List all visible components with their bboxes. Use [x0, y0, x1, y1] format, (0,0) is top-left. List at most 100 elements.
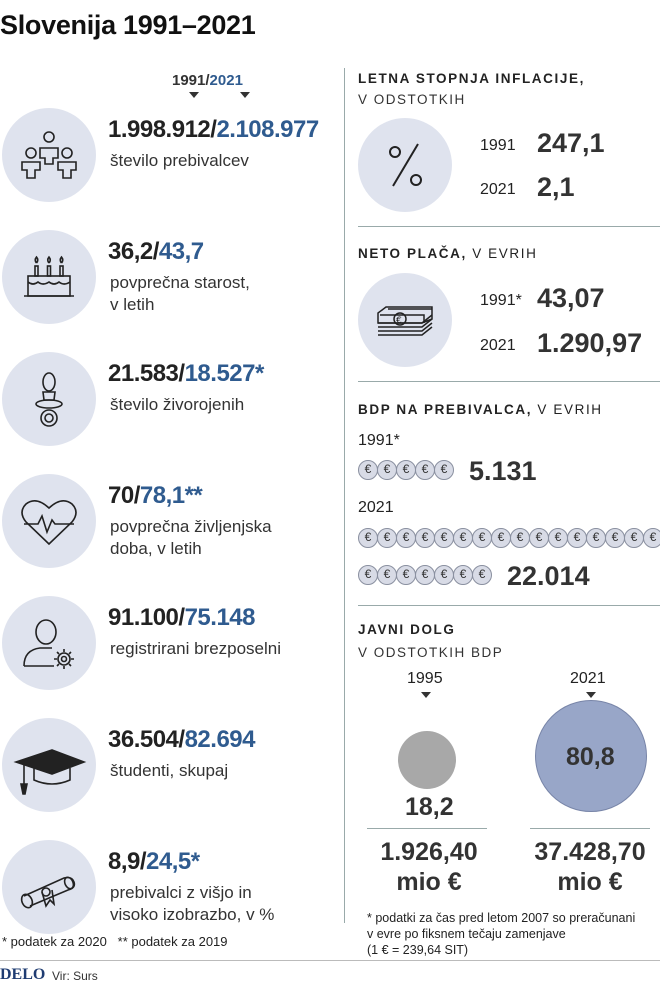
- debt-unit-1995: mio €: [396, 868, 462, 896]
- brand-logo: DELO: [0, 966, 46, 983]
- euro-coin-icon: €: [377, 565, 397, 585]
- stat-value: 36,2/43,7: [108, 238, 204, 266]
- salary-value-1: 43,07: [537, 283, 605, 313]
- heart-pulse-icon: [2, 474, 96, 568]
- debt-pct-1995: 18,2: [405, 793, 454, 821]
- gdp-coins-2021-row1: € € € € € € € € € € € € € € € €: [358, 528, 660, 548]
- stat-value: 36.504/82.694: [108, 726, 255, 754]
- euro-coin-icon: €: [434, 460, 454, 480]
- debt-year-1995: 1995: [407, 670, 443, 687]
- euro-coin-icon: €: [548, 528, 568, 548]
- euro-coin-icon: €: [377, 528, 397, 548]
- debt-note: * podatki za čas pred letom 2007 so prer…: [367, 911, 636, 957]
- euro-coin-icon: €: [529, 528, 549, 548]
- stat-value-2021: 78,1**: [139, 482, 203, 509]
- debt-circle-2021: [535, 700, 647, 812]
- gdp-coins-1991: € € € € €: [358, 460, 454, 480]
- stat-value-2021: 18.527*: [184, 360, 265, 387]
- debt-amount-1995: 1.926,40: [380, 838, 478, 866]
- section-divider-3: [358, 605, 660, 606]
- euro-coin-icon: €: [415, 528, 435, 548]
- gdp-year-2: 2021: [358, 499, 394, 516]
- euro-coin-icon: €: [415, 460, 435, 480]
- page-title: Slovenija 1991–2021: [0, 10, 256, 40]
- salary-title: NETO PLAČA, V EVRIH: [358, 246, 537, 261]
- salary-title-bold: NETO PLAČA,: [358, 246, 467, 261]
- gdp-title: BDP NA PREBIVALCA, V EVRIH: [358, 402, 603, 417]
- stat-label: študenti, skupaj: [110, 761, 229, 780]
- arrow-2021-icon: [240, 92, 250, 98]
- inflation-subtitle: V ODSTOTKIH: [358, 92, 466, 107]
- euro-coin-icon: €: [624, 528, 644, 548]
- stat-label: število prebivalcev: [110, 151, 249, 170]
- debt-amount-2021: 37.428,70: [534, 838, 646, 866]
- stat-label: prebivalci z višjo in visoko izobrazbo, …: [110, 883, 275, 924]
- stat-value-2021: 82.694: [184, 726, 256, 753]
- debt-subtitle: V ODSTOTKIH BDP: [358, 645, 504, 660]
- gdp-value-1: 5.131: [469, 456, 537, 486]
- euro-coin-icon: €: [472, 565, 492, 585]
- debt-circle-1995: [398, 731, 456, 789]
- year-header-2021: 2021: [209, 72, 243, 89]
- salary-year-2: 2021: [480, 337, 516, 354]
- euro-coin-icon: €: [453, 565, 473, 585]
- euro-coin-icon: €: [491, 528, 511, 548]
- gdp-title-bold: BDP: [358, 402, 392, 417]
- inflation-title: LETNA STOPNJA INFLACIJE,: [358, 71, 585, 86]
- stat-label: registrirani brezposelni: [110, 639, 282, 658]
- euro-coin-icon: €: [358, 565, 378, 585]
- footer-divider: [0, 960, 660, 961]
- debt-year-2021: 2021: [570, 670, 606, 687]
- stat-value: 70/78,1**: [108, 482, 203, 510]
- year-header: 1991/2021: [172, 72, 243, 89]
- diploma-icon: [2, 840, 96, 934]
- stat-value: 21.583/18.527*: [108, 360, 264, 388]
- svg-text:€: €: [396, 316, 402, 326]
- euro-coin-icon: €: [358, 460, 378, 480]
- euro-coin-icon: €: [510, 528, 530, 548]
- euro-coin-icon: €: [396, 528, 416, 548]
- inflation-year-1: 1991: [480, 137, 516, 154]
- source-label: Vir: Surs: [52, 969, 98, 983]
- gdp-title-mid: NA PREBIVALCA,: [391, 402, 533, 417]
- stat-label: število živorojenih: [110, 395, 245, 414]
- stat-value-2021: 24,5*: [146, 848, 200, 875]
- euro-coin-icon: €: [586, 528, 606, 548]
- population-icon: [2, 108, 96, 202]
- pacifier-icon: [2, 352, 96, 446]
- arrow-2021-debt-icon: [586, 692, 596, 698]
- footnote-left: * podatek za 2020 ** podatek za 2019: [2, 934, 228, 949]
- gdp-year-1: 1991*: [358, 432, 400, 449]
- euro-coin-icon: €: [472, 528, 492, 548]
- stat-label: povprečna starost, v letih: [110, 273, 250, 314]
- gdp-coins-2021-row2: € € € € € € €: [358, 565, 492, 585]
- stat-value-2021: 2.108.977: [216, 116, 319, 143]
- stat-value: 8,9/24,5*: [108, 848, 200, 876]
- section-divider-1: [358, 226, 660, 227]
- euro-coin-icon: €: [605, 528, 625, 548]
- stat-value-1991: 36,2/: [108, 238, 159, 265]
- stat-value-1991: 36.504/: [108, 726, 185, 753]
- euro-coin-icon: €: [358, 528, 378, 548]
- stat-value-2021: 43,7: [158, 238, 204, 265]
- salary-value-2: 1.290,97: [537, 328, 643, 358]
- arrow-1991-icon: [189, 92, 199, 98]
- stat-value-1991: 91.100/: [108, 604, 185, 631]
- euro-coin-icon: €: [434, 565, 454, 585]
- euro-coin-icon: €: [453, 528, 473, 548]
- stat-value-1991: 70/: [108, 482, 140, 509]
- stat-value-2021: 75.148: [184, 604, 256, 631]
- euro-coin-icon: €: [377, 460, 397, 480]
- stat-label: povprečna življenjska doba, v letih: [110, 517, 272, 558]
- money-stack-icon: €: [358, 273, 452, 367]
- inflation-year-2: 2021: [480, 181, 516, 198]
- percent-icon: [358, 118, 452, 212]
- stat-value: 91.100/75.148: [108, 604, 255, 632]
- birthday-cake-icon: [2, 230, 96, 324]
- inflation-value-1: 247,1: [537, 128, 605, 158]
- inflation-value-2: 2,1: [537, 172, 575, 202]
- euro-coin-icon: €: [434, 528, 454, 548]
- euro-coin-icon: €: [567, 528, 587, 548]
- graduation-cap-icon: [2, 718, 96, 812]
- gdp-title-rest: V EVRIH: [532, 402, 603, 417]
